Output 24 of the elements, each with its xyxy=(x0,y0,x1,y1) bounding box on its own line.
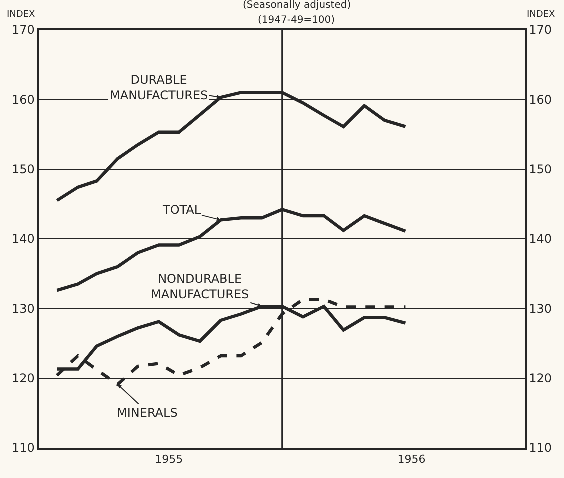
chart-subtitle: (1947-49=100) xyxy=(258,15,336,26)
y-tick-label: 140 xyxy=(12,232,35,246)
y2-tick-label: 120 xyxy=(529,372,552,386)
annotation: MINERALS xyxy=(117,406,178,420)
x-tick-label: 1956 xyxy=(398,452,426,466)
chart-title: (Seasonally adjusted) xyxy=(243,0,352,11)
y2-tick-label: 160 xyxy=(529,92,552,107)
y2-tick-label: 140 xyxy=(529,232,552,246)
y2-tick-label: 110 xyxy=(529,441,552,456)
annotation: NONDURABLE MANUFACTURES xyxy=(151,272,250,302)
y-tick-label: 160 xyxy=(12,92,35,107)
y-tick-label: 110 xyxy=(12,441,35,456)
annotation: DURABLE MANUFACTURES xyxy=(110,73,208,103)
x-tick-label: 1955 xyxy=(155,452,184,466)
y-axis-title: INDEX xyxy=(7,10,36,20)
y-tick-label: 170 xyxy=(12,23,35,38)
y2-tick-label: 170 xyxy=(529,23,552,38)
y-tick-label: 130 xyxy=(12,302,35,316)
y2-tick-label: 150 xyxy=(529,162,552,177)
y2-axis-title: INDEX xyxy=(527,10,556,20)
y2-tick-label: 130 xyxy=(529,302,552,316)
y-tick-label: 150 xyxy=(12,162,35,177)
annotation: TOTAL xyxy=(162,203,202,217)
y-tick-label: 120 xyxy=(12,372,35,386)
